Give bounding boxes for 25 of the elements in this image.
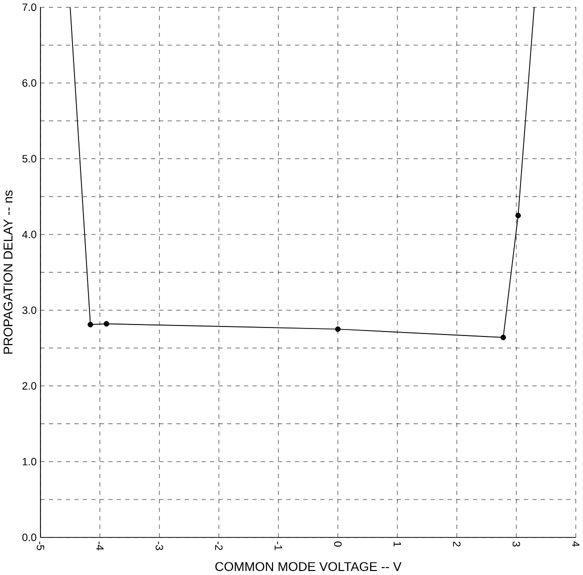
x-tick-label: 1 — [394, 542, 402, 547]
point — [515, 212, 521, 218]
y-tick-label: 6.0 — [22, 79, 36, 87]
y-tick-label: 0.0 — [22, 534, 36, 542]
y-axis-title: PROPAGATION DELAY -- ns — [4, 190, 13, 354]
x-tick-label: -3 — [156, 542, 164, 550]
y-tick-label: 5.0 — [22, 155, 36, 163]
y-tick-label: 4.0 — [22, 230, 36, 238]
y-tick-label: 3.0 — [22, 306, 36, 314]
x-tick-label: -2 — [215, 542, 223, 550]
x-tick-label: -4 — [96, 542, 104, 550]
y-tick-label: 7.0 — [22, 4, 36, 12]
x-tick-label: 4 — [572, 542, 580, 547]
x-tick-label: 2 — [453, 542, 461, 547]
point — [88, 322, 94, 328]
point — [500, 334, 506, 340]
x-tick-label: 3 — [512, 542, 520, 547]
y-tick-label: 1.0 — [22, 458, 36, 466]
point — [335, 326, 341, 332]
x-tick-label: -1 — [274, 542, 282, 550]
x-axis-title: COMMON MODE VOLTAGE -- V — [215, 562, 402, 572]
x-tick-label: 0 — [334, 542, 342, 547]
x-tick-label: -5 — [36, 542, 44, 550]
point — [104, 321, 110, 327]
y-tick-label: 2.0 — [22, 382, 36, 390]
